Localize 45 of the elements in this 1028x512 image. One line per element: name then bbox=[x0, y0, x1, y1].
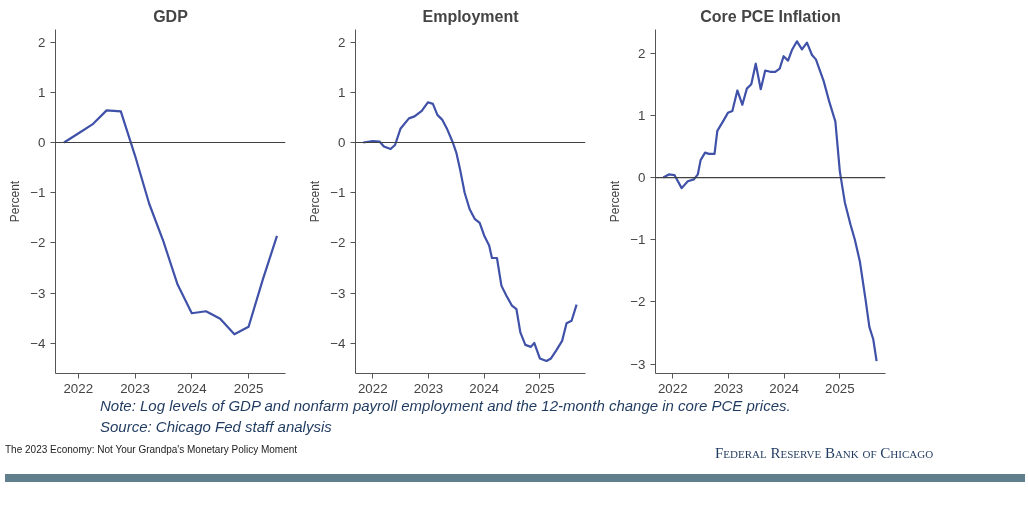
x-tick-label: 2025 bbox=[233, 380, 264, 396]
y-tick-label: −1 bbox=[630, 232, 646, 248]
text: Federal Reserve Bank of Chicago bbox=[715, 443, 934, 463]
y-tick-label: −3 bbox=[30, 285, 46, 301]
y-axis-title: Percent bbox=[308, 180, 323, 223]
y-tick-label: −3 bbox=[630, 356, 646, 372]
y-tick-label: −2 bbox=[30, 235, 46, 251]
y-tick-label: 0 bbox=[38, 134, 46, 150]
y-axis-title: Percent bbox=[8, 180, 23, 223]
x-tick-label: 2024 bbox=[469, 380, 500, 396]
source-note: Source: Chicago Fed staff analysis bbox=[100, 417, 332, 438]
y-tick-label: −2 bbox=[330, 235, 346, 251]
y-tick-label: 2 bbox=[638, 45, 646, 61]
x-tick-label: 2023 bbox=[120, 380, 150, 396]
chart-title: GDP bbox=[153, 7, 189, 25]
y-tick-label: −1 bbox=[330, 185, 346, 201]
y-tick-label: −1 bbox=[30, 185, 46, 201]
x-tick-label: 2022 bbox=[63, 380, 94, 396]
y-tick-label: 1 bbox=[338, 84, 346, 100]
y-tick-label: 2 bbox=[38, 34, 46, 50]
y-tick-label: −4 bbox=[330, 335, 347, 351]
x-tick-label: 2024 bbox=[769, 380, 800, 396]
y-tick-label: 1 bbox=[638, 107, 646, 123]
chart-title: Employment bbox=[422, 7, 520, 25]
y-tick-label: −4 bbox=[30, 335, 47, 351]
x-tick-label: 2025 bbox=[825, 380, 855, 396]
x-tick-label: 2024 bbox=[176, 380, 208, 396]
chart-title: Core PCE Inflation bbox=[700, 7, 841, 25]
x-tick-label: 2022 bbox=[357, 380, 388, 396]
y-tick-label: 1 bbox=[38, 84, 46, 100]
y-axis-title: Percent bbox=[608, 180, 623, 223]
x-tick-label: 2023 bbox=[413, 380, 444, 396]
x-tick-label: 2022 bbox=[657, 380, 688, 396]
text: The 2023 Economy: Not Your Grandpa's Monetary Policy Moment bbox=[5, 442, 298, 457]
line-series bbox=[362, 101, 578, 363]
y-tick-label: 0 bbox=[638, 170, 646, 186]
y-tick-label: 0 bbox=[338, 134, 346, 150]
line-series bbox=[62, 109, 279, 336]
y-tick-label: −2 bbox=[630, 294, 646, 310]
text: Note: Log levels of GDP and nonfarm payroll employment and the 12-month change in core PCE prices. bbox=[100, 396, 791, 416]
line-series bbox=[662, 40, 878, 363]
x-tick-label: 2025 bbox=[525, 380, 555, 396]
y-tick-label: 2 bbox=[338, 34, 346, 50]
y-tick-label: −3 bbox=[330, 285, 346, 301]
x-tick-label: 2023 bbox=[713, 380, 744, 396]
